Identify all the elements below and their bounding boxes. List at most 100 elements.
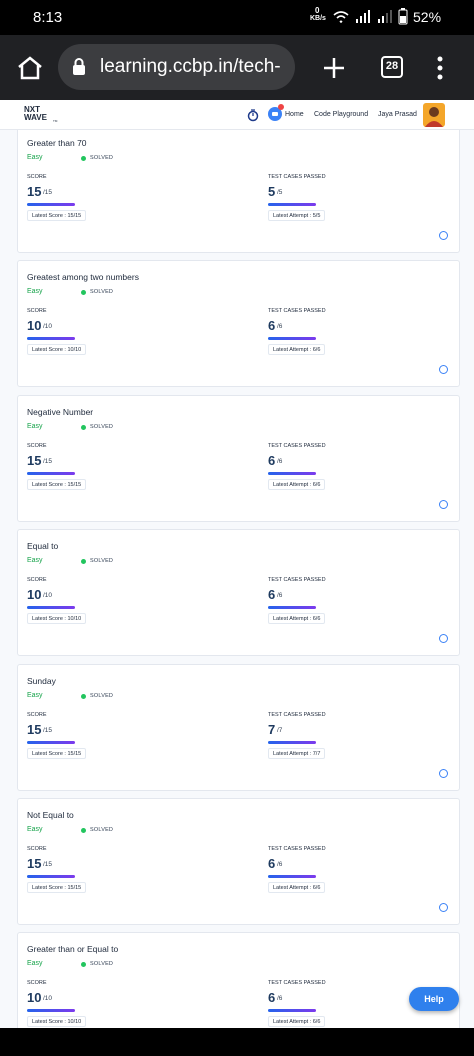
chat-icon[interactable]	[267, 103, 285, 123]
progress-bar	[268, 203, 316, 206]
page: NXT WAVE TM Home Code Playground Jaya Pr…	[0, 100, 474, 1028]
system-nav-bar	[0, 1028, 474, 1056]
status: SOLVED	[90, 289, 114, 296]
site-header: NXT WAVE TM Home Code Playground Jaya Pr…	[0, 100, 474, 130]
stat-label: SCORE	[27, 308, 47, 315]
progress-bar	[268, 471, 316, 475]
stat-value: 6	[268, 990, 276, 1006]
home-button[interactable]	[16, 55, 44, 81]
signal-icons	[333, 10, 392, 24]
stat-total: /10	[43, 592, 53, 600]
difficulty: Easy	[27, 154, 43, 161]
nav-home[interactable]: Home	[285, 111, 304, 118]
help-button[interactable]: Help	[409, 987, 459, 1011]
stat-label: TEST CASES PASSED	[268, 308, 326, 315]
expand-icon[interactable]	[439, 903, 448, 912]
progress-bar	[27, 740, 75, 744]
timer-icon[interactable]	[247, 109, 259, 122]
latest-box: Latest Attempt : 6/6	[268, 882, 326, 893]
progress-bar	[27, 337, 75, 341]
problem-card[interactable]: Equal to Easy SOLVED SCORE 10/10 Latest Score…	[17, 529, 460, 657]
address-bar[interactable]: learning.ccbp.in/tech-	[58, 44, 295, 90]
stat-total: /15	[43, 726, 53, 734]
problem-title: Equal to	[27, 541, 59, 552]
avatar[interactable]	[423, 103, 445, 127]
stat-total: /6	[277, 995, 283, 1003]
clock: 8:13	[33, 9, 63, 26]
stat-value: 10	[27, 587, 42, 603]
stat-total: /7	[277, 726, 283, 734]
difficulty: Easy	[27, 557, 43, 565]
progress-bar	[268, 606, 316, 610]
stat-total: /15	[43, 189, 53, 196]
status-dot	[81, 962, 86, 968]
latest-box: Latest Score : 15/15	[27, 210, 87, 221]
stat-label: SCORE	[27, 174, 47, 180]
problem-card[interactable]: Negative Number Easy SOLVED SCORE 15/15 Lates…	[17, 394, 460, 522]
progress-bar	[27, 606, 75, 610]
stat-total: /15	[43, 457, 53, 465]
expand-icon[interactable]	[439, 499, 448, 509]
problem-title: Greatest among two numbers	[27, 272, 139, 283]
stat-total: /6	[277, 592, 283, 600]
battery-icon	[398, 8, 408, 25]
new-tab-button[interactable]	[323, 57, 345, 79]
stat-value: 10	[27, 990, 42, 1006]
progress-bar	[27, 203, 75, 206]
stat-value: 15	[27, 856, 42, 871]
expand-icon[interactable]	[439, 365, 448, 375]
status: SOLVED	[90, 423, 114, 430]
problem-card[interactable]: Not Equal to Easy SOLVED SCORE 15/15 Latest S…	[17, 798, 460, 925]
expand-icon[interactable]	[439, 768, 448, 778]
latest-box: Latest Attempt : 7/7	[268, 747, 326, 759]
problem-card[interactable]: Greater than or Equal to Easy SOLVED SCORE 1…	[17, 932, 460, 1028]
lock-icon	[73, 58, 85, 75]
progress-bar	[268, 875, 316, 878]
stat-label: TEST CASES PASSED	[268, 980, 326, 987]
stat-total: /5	[277, 189, 283, 196]
status: SOLVED	[90, 155, 114, 161]
problem-title: Sunday	[27, 675, 56, 686]
problem-card[interactable]: Greatest among two numbers Easy SOLVED SCOR…	[17, 260, 460, 388]
stat-total: /10	[43, 323, 53, 331]
stat-value: 5	[268, 184, 276, 199]
stat-value: 7	[268, 721, 276, 737]
battery-level: 52%	[413, 9, 442, 25]
stat-label: SCORE	[27, 980, 47, 987]
problem-card[interactable]: Greater than 70 Easy SOLVED SCORE 15/15 Lates…	[17, 126, 460, 253]
expand-icon[interactable]	[439, 634, 448, 644]
latest-box: Latest Attempt : 6/6	[268, 613, 326, 625]
stat-value: 6	[268, 318, 276, 334]
logo-suffix: TM	[53, 119, 58, 123]
menu-button[interactable]	[436, 55, 444, 81]
expand-icon[interactable]	[439, 231, 448, 240]
tab-count[interactable]: 28	[381, 56, 403, 78]
stat-label: TEST CASES PASSED	[268, 174, 326, 180]
progress-bar	[268, 1009, 316, 1013]
problem-title: Greater than or Equal to	[27, 944, 119, 955]
progress-bar	[268, 740, 316, 744]
latest-box: Latest Score : 15/15	[27, 882, 87, 893]
status-dot	[81, 693, 86, 699]
latest-box: Latest Attempt : 5/5	[268, 210, 326, 221]
logo-top: NXT	[24, 105, 40, 114]
status-bar: 8:13 0 KB/s 52%	[0, 0, 474, 35]
stat-label: SCORE	[27, 577, 47, 584]
latest-box: Latest Score : 15/15	[27, 478, 87, 490]
user-name[interactable]: Jaya Prasad	[378, 111, 417, 118]
stat-total: /6	[277, 457, 283, 465]
progress-bar	[268, 337, 316, 341]
status: SOLVED	[90, 692, 114, 699]
problem-card[interactable]: Sunday Easy SOLVED SCORE 15/15 Latest Score :…	[17, 663, 460, 791]
nav-code-playground[interactable]: Code Playground	[314, 111, 369, 118]
progress-bar	[27, 1009, 75, 1013]
stat-value: 6	[268, 452, 276, 468]
stat-value: 6	[268, 856, 276, 871]
speed-value: 0	[315, 6, 320, 15]
latest-box: Latest Attempt : 6/6	[268, 344, 326, 356]
stat-label: SCORE	[27, 442, 47, 449]
problem-title: Negative Number	[27, 406, 94, 417]
latest-box: Latest Score : 15/15	[27, 747, 87, 759]
latest-box: Latest Attempt : 6/6	[268, 478, 326, 490]
